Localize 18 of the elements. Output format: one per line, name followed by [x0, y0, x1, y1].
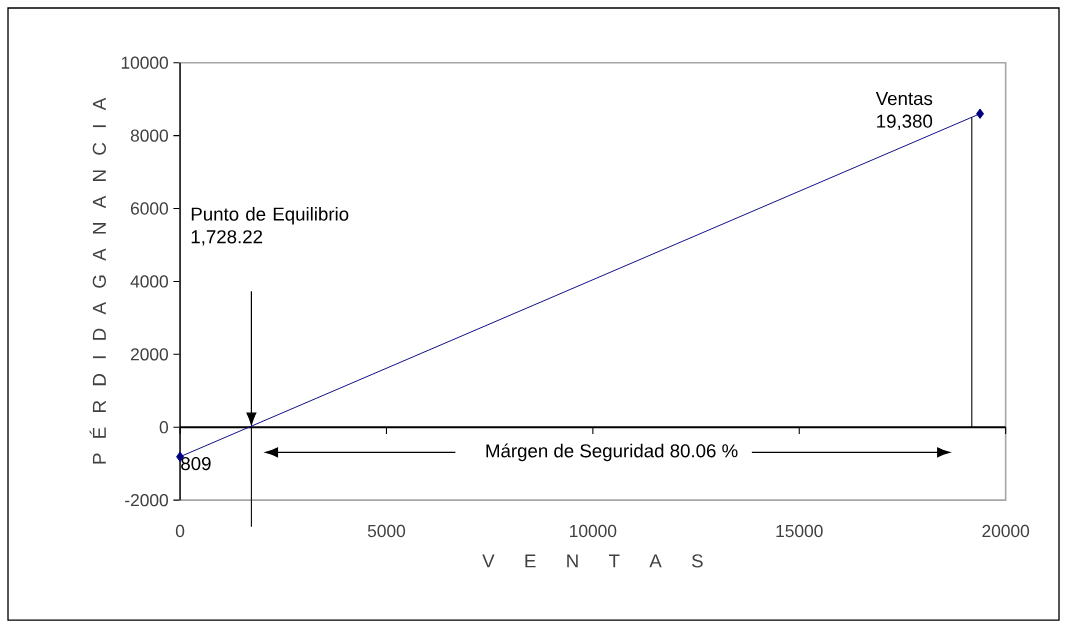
y-axis-title: P É R D I D A G A N A N C I A — [89, 97, 106, 464]
y-tick-label: 2000 — [130, 348, 168, 361]
x-tick-label: 0 — [175, 524, 185, 538]
annotation: 809 — [181, 456, 211, 471]
annotation: Punto de Equilibrio 1,728.22 — [191, 206, 349, 246]
x-tick-label: 15000 — [776, 524, 823, 538]
y-tick-label: 4000 — [130, 275, 168, 288]
x-tick-label: 10000 — [570, 524, 617, 538]
y-tick-label: -2000 — [125, 493, 168, 507]
x-tick-label: 20000 — [982, 524, 1030, 538]
annotation: Ventas 19,380 — [875, 92, 933, 130]
y-tick-label: 0 — [159, 421, 169, 434]
y-tick-label: 10000 — [121, 56, 168, 69]
x-axis-title: V E N T A S — [482, 554, 703, 568]
y-tick-label: 8000 — [130, 129, 168, 142]
y-tick-label: 6000 — [130, 202, 168, 215]
x-tick-label: 5000 — [367, 524, 406, 538]
annotation: Márgen de Seguridad 80.06 % — [486, 443, 738, 462]
